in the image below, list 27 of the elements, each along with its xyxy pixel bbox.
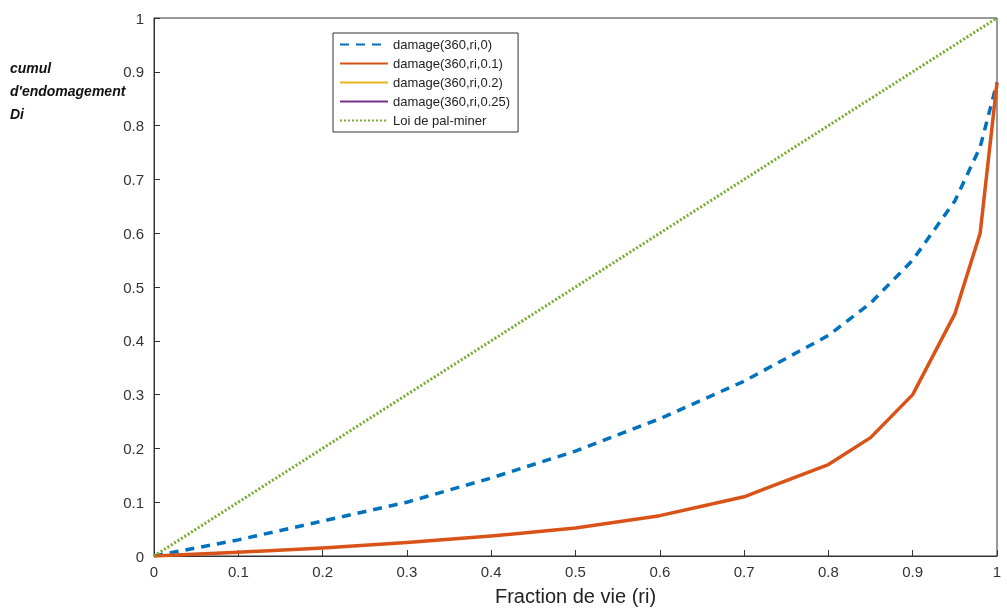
y-tick-label: 0.8 [123,117,144,135]
legend-label: damage(360,ri,0.2) [393,75,503,90]
x-tick-label: 0.8 [817,563,839,580]
x-axis-title: Fraction de vie (ri) [494,585,657,607]
y-tick-label: 0.7 [123,170,144,188]
x-tick-label: 1 [992,563,1002,580]
x-tick-label: 0.6 [649,563,671,580]
y-tick-label: 0.1 [123,493,144,511]
legend-label: damage(360,ri,0) [393,37,492,52]
x-tick-label: 0.3 [396,563,418,580]
legend-label: damage(360,ri,0.25) [393,94,511,109]
legend-label: Loi de pal-miner [393,113,487,128]
x-tick-label: 0.4 [480,563,502,580]
x-tick-label: 0.1 [227,563,249,580]
y-tick-label: 0.6 [123,224,144,242]
x-tick-label: 0.5 [565,563,586,580]
x-tick-label: 0.9 [902,563,924,580]
legend-label: damage(360,ri,0.1) [393,56,503,71]
y-tick-label: 0 [135,547,144,565]
y-tick-label: 0.5 [123,278,144,296]
x-tick-label: 0 [149,563,159,580]
y-tick-label: 0.3 [123,386,144,404]
y-tick-label: 0.2 [123,439,144,457]
y-tick-label: 1 [135,9,144,27]
y-tick-label: 0.4 [123,332,144,350]
x-tick-label: 0.7 [733,563,755,580]
x-tick-label: 0.2 [312,563,334,580]
